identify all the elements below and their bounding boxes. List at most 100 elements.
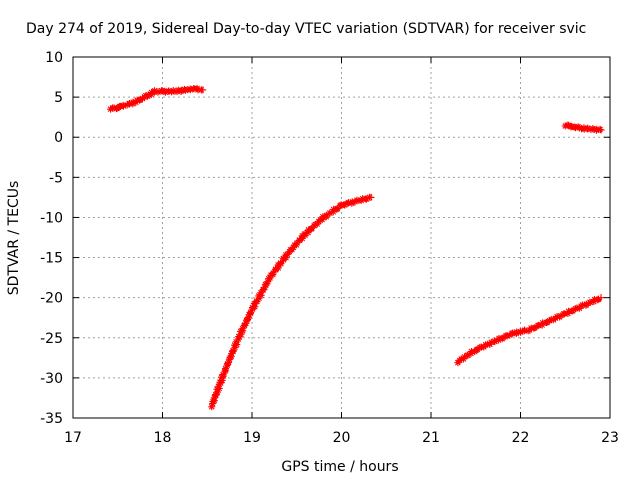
- data-point: [557, 312, 565, 320]
- series-segment-3: [454, 294, 605, 367]
- data-point: [367, 193, 375, 201]
- x-tick-label: 20: [333, 430, 351, 446]
- data-point: [517, 328, 525, 336]
- y-axis-label: SDTVAR / TECUs: [6, 181, 22, 296]
- data-point: [214, 388, 222, 396]
- y-tick-label: 5: [54, 90, 63, 106]
- data-point: [161, 88, 169, 96]
- data-point: [296, 236, 304, 244]
- data-point: [151, 87, 159, 95]
- data-point: [326, 209, 334, 217]
- data-point: [539, 319, 547, 327]
- data-point: [288, 246, 296, 254]
- data-point: [229, 347, 237, 355]
- data-point: [461, 353, 469, 361]
- series-segment-2: [208, 193, 375, 411]
- data-point: [165, 87, 173, 95]
- data-point: [279, 254, 287, 262]
- data-point: [213, 385, 221, 393]
- y-tick-label: -25: [40, 331, 63, 347]
- data-point: [564, 309, 572, 317]
- data-point: [582, 300, 590, 308]
- x-tick-label: 23: [601, 430, 619, 446]
- data-point: [154, 88, 162, 96]
- data-point: [491, 338, 499, 346]
- data-point: [578, 301, 586, 309]
- data-points: [107, 84, 605, 411]
- data-point: [269, 269, 277, 277]
- data-point: [210, 394, 218, 402]
- data-point: [214, 382, 222, 390]
- series-segment-4: [561, 121, 605, 134]
- data-point: [597, 126, 605, 134]
- data-point: [344, 199, 352, 207]
- data-point: [266, 274, 274, 282]
- data-point: [590, 298, 598, 306]
- data-point: [308, 224, 316, 232]
- data-point: [272, 265, 280, 273]
- data-point: [460, 355, 468, 363]
- y-tick-label: -15: [40, 251, 63, 267]
- data-point: [531, 324, 539, 332]
- data-point: [120, 102, 128, 110]
- data-point: [313, 220, 321, 228]
- data-point: [304, 226, 312, 234]
- data-point: [568, 122, 576, 130]
- data-point: [521, 326, 529, 334]
- data-point: [263, 280, 271, 288]
- data-point: [239, 325, 247, 333]
- data-point: [292, 241, 300, 249]
- data-point: [575, 124, 583, 132]
- data-point: [473, 346, 481, 354]
- y-tick-label: -10: [40, 210, 63, 226]
- plot-frame: [72, 56, 611, 419]
- data-point: [252, 297, 260, 305]
- data-point: [572, 124, 580, 132]
- data-point: [322, 211, 330, 219]
- data-point: [232, 338, 240, 346]
- data-point: [178, 86, 186, 94]
- data-point: [301, 230, 309, 238]
- data-point: [289, 243, 297, 251]
- data-point: [247, 308, 255, 316]
- data-point: [222, 364, 230, 372]
- chart-title: Day 274 of 2019, Sidereal Day-to-day VTE…: [26, 21, 586, 37]
- data-point: [509, 329, 517, 337]
- data-point: [199, 86, 207, 94]
- y-tick-label: 0: [54, 130, 63, 146]
- x-tick-label: 18: [154, 430, 172, 446]
- data-point: [181, 86, 189, 94]
- data-point: [597, 294, 605, 302]
- y-tick-label: -30: [40, 371, 63, 387]
- data-point: [231, 341, 239, 349]
- data-point: [561, 122, 569, 130]
- data-point: [595, 295, 603, 303]
- data-point: [217, 373, 225, 381]
- data-point: [318, 216, 326, 224]
- data-point: [569, 307, 577, 315]
- data-point: [499, 334, 507, 342]
- data-point: [132, 98, 140, 106]
- series-segment-1: [107, 84, 207, 113]
- data-point: [494, 336, 502, 344]
- data-point: [363, 195, 371, 203]
- data-point: [264, 278, 272, 286]
- data-point: [503, 332, 511, 340]
- data-point: [464, 351, 472, 359]
- data-point: [341, 201, 349, 209]
- data-point: [255, 292, 263, 300]
- y-tick-label: 10: [45, 50, 63, 66]
- data-point: [208, 403, 216, 411]
- data-point: [218, 376, 226, 384]
- y-axis: 10 5 0 -5 -10 -15 -20 -25 -30 -35: [40, 50, 610, 427]
- y-tick-label: -5: [49, 170, 63, 186]
- data-point: [596, 125, 604, 133]
- x-tick-label: 19: [243, 430, 261, 446]
- data-point: [282, 251, 290, 259]
- data-point: [248, 304, 256, 312]
- x-axis: 17 18 19 20 21 22 23: [64, 57, 619, 446]
- data-point: [225, 359, 233, 367]
- x-axis-label: GPS time / hours: [281, 459, 398, 475]
- data-point: [219, 371, 227, 379]
